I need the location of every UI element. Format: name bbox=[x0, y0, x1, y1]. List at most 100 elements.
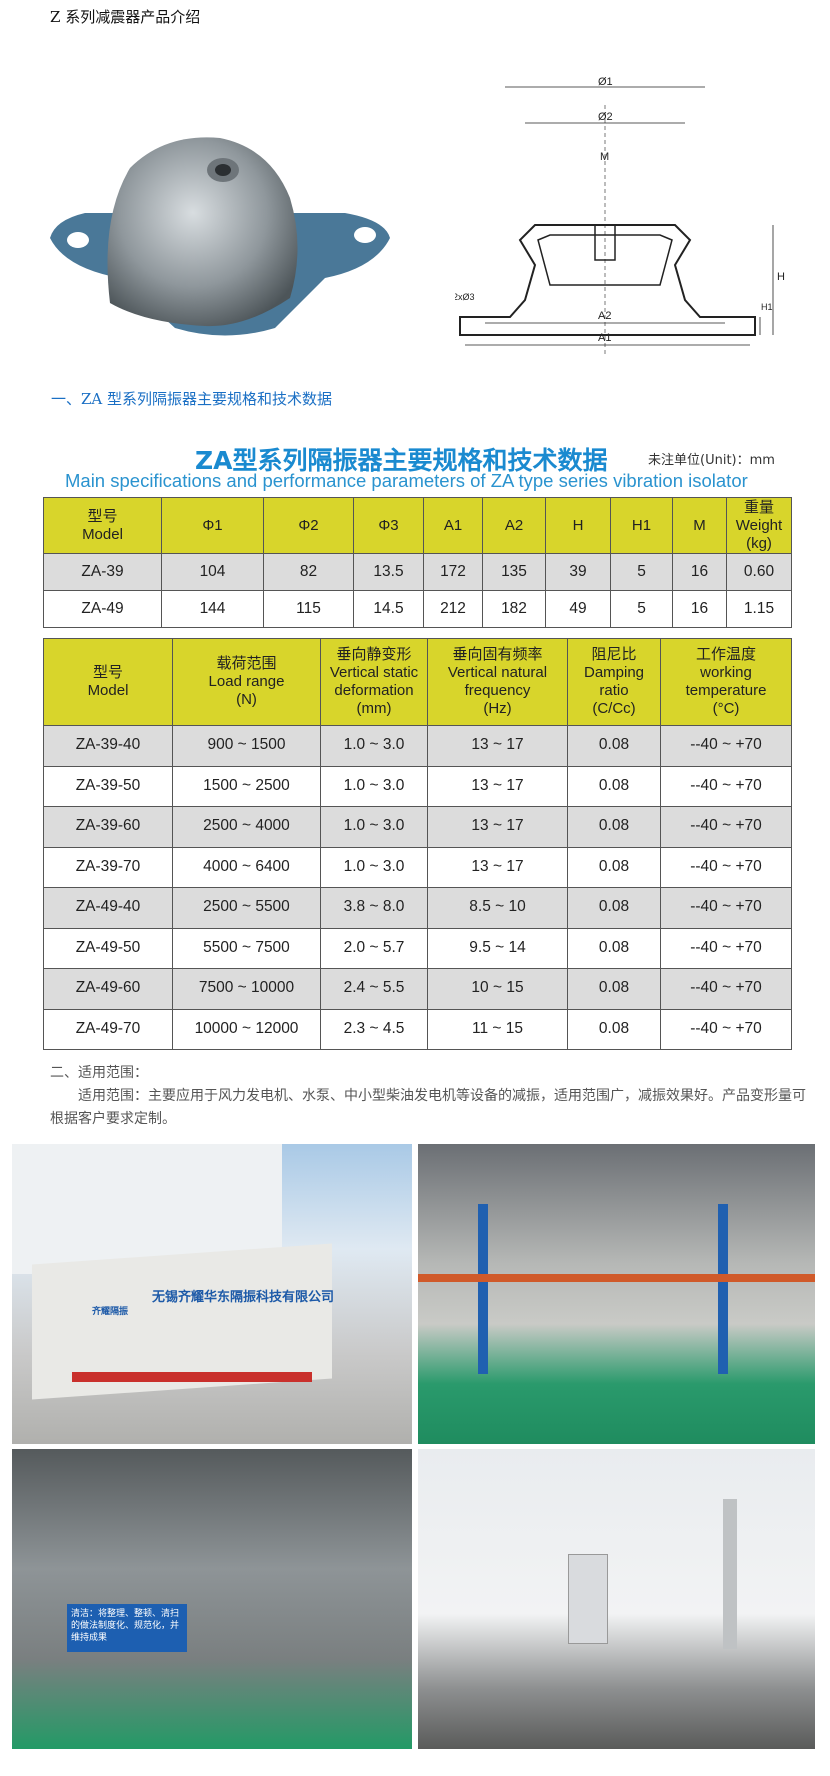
column-header: A2 bbox=[482, 497, 546, 554]
header-line: (C/Cc) bbox=[592, 700, 636, 717]
label-a2: A2 bbox=[598, 310, 611, 322]
table-cell: 8.5 ~ 10 bbox=[427, 887, 568, 929]
header-line: working bbox=[700, 664, 752, 681]
table-cell: 135 bbox=[482, 553, 546, 591]
performance-table: 型号 Model 载荷范围 Load range (N) 垂向静变形 Vertical st… bbox=[43, 638, 792, 1050]
table-cell: ZA-39-60 bbox=[43, 806, 173, 848]
table-cell: 13 ~ 17 bbox=[427, 725, 568, 767]
table-cell: 2.4 ~ 5.5 bbox=[320, 968, 428, 1010]
header-line: Vertical natural bbox=[447, 664, 548, 681]
column-header: 重量 Weight (kg) bbox=[726, 497, 792, 554]
column-header: 垂向静变形 Vertical static deformation (mm) bbox=[320, 638, 428, 726]
section2-heading: 二、适用范围： bbox=[50, 1065, 148, 1081]
table-cell: 0.08 bbox=[567, 968, 661, 1010]
photo-production-floor: 清洁：将整理、整顿、清扫的做法制度化、规范化，并维持成果 bbox=[12, 1449, 412, 1749]
table-cell: ZA-49-70 bbox=[43, 1008, 173, 1050]
header-line: 阻尼比 bbox=[591, 646, 637, 663]
table-cell: ZA-49-50 bbox=[43, 927, 173, 969]
label-phi2: Ø2 bbox=[598, 111, 613, 123]
table-cell: 2.3 ~ 4.5 bbox=[320, 1008, 428, 1050]
photo-warehouse bbox=[418, 1144, 815, 1444]
table-cell: 1.0 ~ 3.0 bbox=[320, 806, 428, 848]
header-line: Model bbox=[87, 682, 129, 699]
table-cell: --40 ~ +70 bbox=[660, 846, 792, 888]
table-cell: 104 bbox=[161, 553, 264, 591]
column-header: Φ2 bbox=[263, 497, 354, 554]
dimension-drawing: Ø1 Ø2 M H H1 2xØ3 A2 A1 bbox=[455, 76, 785, 355]
workshop-board: 清洁：将整理、整顿、清扫的做法制度化、规范化，并维持成果 bbox=[67, 1604, 187, 1652]
table-cell: 0.08 bbox=[567, 887, 661, 929]
header-line: Φ3 bbox=[378, 516, 399, 534]
table-cell: 115 bbox=[263, 590, 354, 628]
table-cell: --40 ~ +70 bbox=[660, 887, 792, 929]
header-line: (Hz) bbox=[483, 700, 512, 717]
section2: 二、适用范围： 适用范围：主要应用于风力发电机、水泵、中小型柴油发电机等设备的减… bbox=[50, 1062, 810, 1131]
header-line: M bbox=[693, 516, 706, 534]
table-cell: 1.15 bbox=[726, 590, 792, 628]
header-line: 型号 bbox=[87, 507, 118, 525]
header-line: temperature bbox=[685, 682, 767, 699]
table-cell: ZA-39-50 bbox=[43, 765, 173, 807]
table-row: ZA-49-60 7500 ~ 10000 2.4 ~ 5.5 10 ~ 15 0.08… bbox=[43, 968, 792, 1010]
header-line: A2 bbox=[504, 516, 524, 534]
table-row: ZA-49 144 115 14.5 212 182 49 5 16 1.15 bbox=[43, 590, 792, 628]
column-header: 阻尼比 Damping ratio (C/Cc) bbox=[567, 638, 661, 726]
header-line: ratio bbox=[599, 682, 629, 699]
table-cell: 14.5 bbox=[353, 590, 424, 628]
table-cell: 10 ~ 15 bbox=[427, 968, 568, 1010]
table-cell: 16 bbox=[672, 553, 727, 591]
table-cell: ZA-39 bbox=[43, 553, 162, 591]
table-cell: 7500 ~ 10000 bbox=[172, 968, 321, 1010]
table-cell: 172 bbox=[423, 553, 483, 591]
table-row: ZA-39-70 4000 ~ 6400 1.0 ~ 3.0 13 ~ 17 0.08-… bbox=[43, 846, 792, 888]
header-line: Φ2 bbox=[298, 516, 319, 534]
company-sign: 无锡齐耀华东隔振科技有限公司 bbox=[152, 1290, 335, 1305]
header-line: 垂向静变形 bbox=[336, 646, 412, 663]
photo-testing-lab bbox=[418, 1449, 815, 1749]
column-header: 型号 Model bbox=[43, 638, 173, 726]
header-line: frequency bbox=[464, 682, 531, 699]
table-cell: ZA-39-40 bbox=[43, 725, 173, 767]
table-cell: 13 ~ 17 bbox=[427, 765, 568, 807]
column-header: 型号 Model bbox=[43, 497, 162, 554]
column-header: M bbox=[672, 497, 727, 554]
header-line: Vertical static bbox=[329, 664, 419, 681]
header-line: 型号 bbox=[92, 664, 123, 681]
label-a1: A1 bbox=[598, 332, 611, 344]
column-header: H1 bbox=[610, 497, 673, 554]
table-cell: 0.60 bbox=[726, 553, 792, 591]
label-h: H bbox=[777, 271, 785, 283]
header-line: Damping bbox=[583, 664, 645, 681]
header-line: (N) bbox=[236, 691, 257, 708]
header-line: Model bbox=[82, 525, 123, 543]
table-cell: 13.5 bbox=[353, 553, 424, 591]
table-row: ZA-39 104 82 13.5 172 135 39 5 16 0.60 bbox=[43, 553, 792, 591]
table-cell: ZA-39-70 bbox=[43, 846, 173, 888]
table-cell: 900 ~ 1500 bbox=[172, 725, 321, 767]
table-cell: 0.08 bbox=[567, 806, 661, 848]
header-line: (kg) bbox=[746, 534, 772, 552]
column-header: H bbox=[545, 497, 611, 554]
table-row: ZA-39-60 2500 ~ 4000 1.0 ~ 3.0 13 ~ 17 0.08-… bbox=[43, 806, 792, 848]
table-cell: --40 ~ +70 bbox=[660, 806, 792, 848]
table-cell: 10000 ~ 12000 bbox=[172, 1008, 321, 1050]
label-m: M bbox=[600, 151, 609, 163]
table-cell: 1.0 ~ 3.0 bbox=[320, 765, 428, 807]
header-line: Weight bbox=[735, 516, 783, 534]
table-cell: 0.08 bbox=[567, 725, 661, 767]
table-cell: 0.08 bbox=[567, 846, 661, 888]
table-cell: 13 ~ 17 bbox=[427, 806, 568, 848]
header-line: (mm) bbox=[356, 700, 392, 717]
table-cell: 16 bbox=[672, 590, 727, 628]
header-line: H1 bbox=[631, 516, 652, 534]
table-cell: 39 bbox=[545, 553, 611, 591]
table-cell: 82 bbox=[263, 553, 354, 591]
section1-heading: 一、ZA 型系列隔振器主要规格和技术数据 bbox=[51, 390, 333, 408]
table1-banner-title: ZA型系列隔振器主要规格和技术数据 bbox=[195, 446, 608, 475]
table-cell: 1.0 ~ 3.0 bbox=[320, 846, 428, 888]
section2-body: 适用范围：主要应用于风力发电机、水泵、中小型柴油发电机等设备的减振，适用范围广，… bbox=[50, 1088, 806, 1127]
table-cell: --40 ~ +70 bbox=[660, 927, 792, 969]
table-cell: 1.0 ~ 3.0 bbox=[320, 725, 428, 767]
page-title: Z 系列减震器产品介绍 bbox=[50, 8, 201, 26]
table-row: ZA-49-50 5500 ~ 7500 2.0 ~ 5.7 9.5 ~ 14 0.08… bbox=[43, 927, 792, 969]
